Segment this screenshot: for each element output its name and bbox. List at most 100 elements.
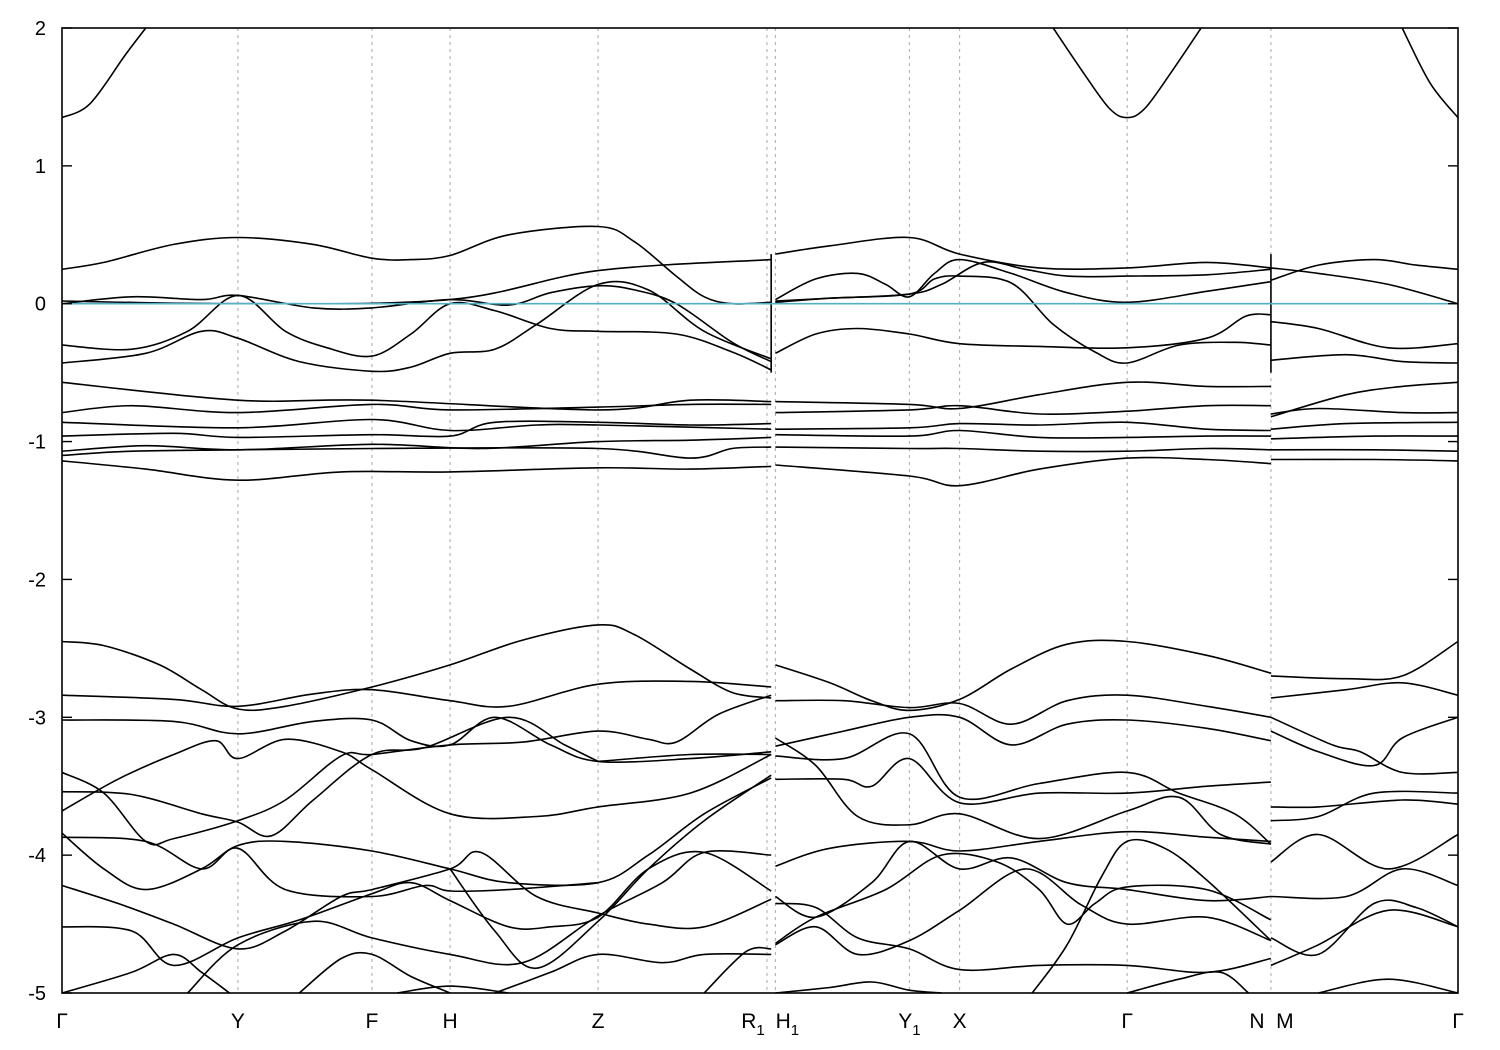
band-line-60 [775, 830, 1271, 867]
y-axis: -5 -4 -3 -2 -1 0 1 2 [28, 18, 1458, 1005]
x-axis: Γ Y F H Z R1 H1 Y1 X Γ N M Γ [56, 1010, 1464, 1039]
band-line-21 [61, 436, 772, 452]
plot-frame [61, 27, 1459, 994]
band-line-3 [61, 225, 772, 305]
band-line-58 [775, 757, 1271, 805]
band-line-44 [61, 836, 599, 898]
band-line-28 [775, 446, 1271, 453]
xtick-label-5: R1 [741, 1010, 765, 1039]
band-line-73 [1270, 790, 1459, 822]
xtick-label-0: Γ [56, 1010, 68, 1033]
band-line-13 [1270, 258, 1459, 282]
band-line-12 [775, 275, 1271, 364]
band-line-67 [1126, 970, 1250, 994]
band-line-16 [1270, 353, 1459, 364]
band-line-30 [1270, 381, 1459, 418]
band-line-50 [396, 985, 509, 994]
band-line-36 [61, 623, 772, 712]
xtick-label-6: H1 [776, 1010, 800, 1039]
band-line-5 [61, 294, 772, 371]
ytick-label-0: -5 [28, 983, 46, 1005]
band-line-35 [1270, 458, 1459, 462]
band-line-41 [61, 716, 599, 838]
band-line-37 [61, 680, 772, 708]
band-line-54 [775, 639, 1272, 712]
band-line-6 [61, 280, 772, 373]
band-line-64 [775, 981, 942, 994]
band-line-46 [61, 850, 772, 967]
band-line-43 [61, 777, 772, 891]
band-line-61 [774, 840, 1271, 919]
band-line-48 [187, 850, 772, 994]
band-line-53 [703, 946, 772, 994]
band-line-27 [775, 429, 1271, 439]
band-line-65 [1031, 838, 1272, 994]
xtick-label-10: N [1249, 1010, 1264, 1033]
band-line-10 [775, 261, 1271, 302]
band-line-59 [774, 737, 1272, 845]
band-line-32 [1270, 421, 1459, 430]
band-line-26 [775, 421, 1271, 432]
band-line-14 [1270, 267, 1459, 305]
band-line-17 [61, 381, 772, 411]
band-line-39 [61, 738, 772, 820]
band-line-9 [775, 258, 1272, 304]
band-line-69 [1270, 681, 1459, 699]
xtick-label-12: Γ [1452, 1010, 1464, 1033]
band-line-78 [1318, 978, 1459, 994]
band-line-0 [61, 27, 147, 119]
band-line-25 [775, 404, 1271, 415]
xtick-label-1: Y [231, 1010, 245, 1033]
band-line-56 [775, 713, 1272, 747]
xtick-label-4: Z [592, 1010, 605, 1033]
band-line-34 [1270, 448, 1459, 452]
ytick-label-1: -4 [28, 845, 46, 867]
band-line-68 [1270, 640, 1459, 681]
band-line-66 [774, 852, 1272, 945]
xtick-label-9: Γ [1121, 1010, 1133, 1033]
band-line-11 [775, 313, 1271, 355]
band-line-63 [775, 868, 1272, 956]
band-line-22 [61, 446, 772, 459]
xtick-label-8: X [953, 1010, 967, 1033]
band-line-74 [1270, 833, 1459, 870]
band-line-62 [775, 902, 1272, 974]
band-line-77 [1270, 909, 1459, 967]
band-line-75 [1270, 868, 1459, 900]
xtick-label-3: H [443, 1010, 458, 1033]
band-line-18 [61, 403, 772, 414]
band-line-20 [61, 420, 772, 439]
band-line-1 [1052, 27, 1202, 119]
band-line-76 [1270, 899, 1459, 957]
band-line-31 [1270, 407, 1459, 415]
grid-layer [237, 28, 1272, 993]
band-line-2 [1401, 27, 1459, 119]
ytick-label-2: -3 [28, 707, 46, 729]
band-line-29 [775, 456, 1271, 487]
band-line-45 [61, 850, 772, 950]
band-line-70 [1270, 716, 1459, 767]
bands-layer [61, 27, 1459, 994]
band-line-49 [298, 951, 451, 994]
band-line-33 [1270, 435, 1459, 440]
band-line-55 [775, 694, 1272, 726]
ytick-label-6: 1 [35, 156, 46, 178]
band-line-4 [61, 284, 772, 363]
ytick-label-5: 0 [35, 294, 46, 316]
band-line-51 [449, 774, 772, 970]
band-line-8 [775, 236, 1271, 270]
xtick-label-11: M [1276, 1010, 1294, 1033]
band-line-47 [61, 953, 230, 994]
band-line-52 [494, 952, 772, 994]
band-line-72 [1270, 799, 1459, 809]
band-line-24 [775, 381, 1271, 410]
ytick-label-3: -2 [28, 569, 46, 591]
band-line-57 [775, 732, 1272, 845]
band-line-15 [1270, 320, 1459, 350]
band-line-23 [61, 460, 772, 482]
xtick-label-2: F [365, 1010, 378, 1033]
band-line-71 [1270, 716, 1459, 775]
band-line-19 [61, 418, 772, 432]
xtick-label-7: Y1 [898, 1010, 920, 1039]
